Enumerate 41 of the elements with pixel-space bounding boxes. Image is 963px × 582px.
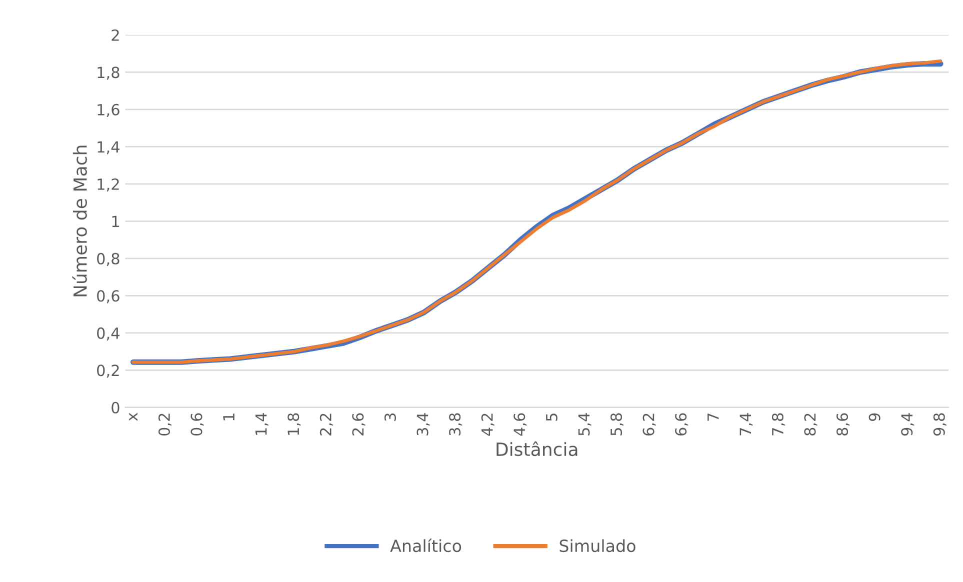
y-tick-label: 2 [112, 29, 119, 41]
x-tick-label: 1,4 [255, 413, 268, 435]
y-tick-label: 1,2 [98, 178, 119, 192]
y-tick-label: 1,8 [98, 66, 120, 80]
x-tick-label: 6,6 [675, 413, 688, 436]
x-tick-label: 2,6 [352, 413, 366, 436]
y-tick-label: 1 [112, 216, 119, 227]
x-tick-label: 1 [223, 414, 234, 420]
legend-label: Simulado [560, 539, 636, 552]
y-tick-label: 0,6 [97, 290, 120, 304]
x-tick-label: 7,4 [740, 413, 753, 436]
x-tick-label: 0,2 [158, 414, 172, 436]
x-tick-label: 8,6 [836, 413, 850, 436]
y-tick-label: 1,4 [98, 141, 120, 154]
y-axis-title: Número de Mach [72, 146, 87, 296]
x-tick-label: 7 [708, 414, 719, 421]
x-tick-label: 0,6 [190, 413, 204, 436]
x-tick-label: 2,2 [320, 414, 333, 436]
x-tick-label: 4,2 [481, 414, 494, 436]
x-axis-title: Distância [496, 441, 578, 456]
y-tick-label: 0,4 [97, 327, 120, 340]
x-tick-label: 1,8 [288, 413, 301, 435]
x-tick-label: 8,2 [804, 414, 818, 436]
x-tick-label: 5 [546, 414, 558, 421]
x-tick-label: x [129, 412, 138, 421]
x-tick-label: 9,8 [933, 413, 946, 436]
x-tick-label: 7,8 [772, 413, 786, 436]
legend-label: Analítico [390, 538, 462, 552]
x-tick-label: 5,8 [610, 413, 624, 436]
y-tick-label: 0,8 [97, 252, 120, 266]
x-tick-label: 9,4 [901, 413, 914, 436]
x-tick-label: 3,4 [416, 413, 430, 436]
y-tick-label: 1,6 [98, 104, 120, 117]
x-tick-label: 5,4 [578, 413, 592, 436]
x-tick-label: 9 [868, 413, 880, 422]
y-tick-label: 0,2 [97, 364, 119, 378]
y-tick-label: 0 [112, 402, 120, 414]
x-tick-label: 4,6 [514, 413, 527, 436]
x-tick-label: 3,8 [449, 413, 462, 436]
x-tick-label: 6,2 [642, 414, 656, 436]
x-tick-label: 3 [384, 413, 396, 421]
